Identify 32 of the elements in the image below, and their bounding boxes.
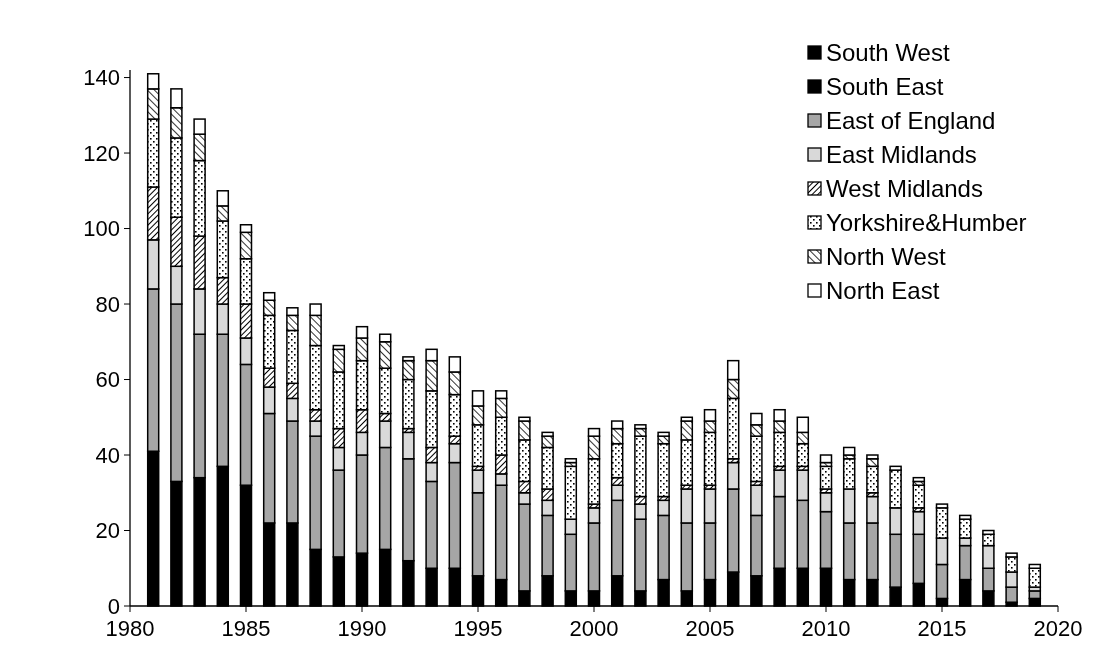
y-tick-label: 80 — [95, 291, 120, 317]
bar — [819, 465, 833, 490]
bar — [1028, 567, 1042, 588]
x-tick-label: 2020 — [1033, 616, 1083, 641]
bar — [842, 446, 856, 456]
legend-label: North West — [826, 243, 946, 271]
legend-label: South East — [826, 73, 944, 101]
x-tick-label: 1995 — [453, 616, 503, 641]
x-tick-label: 2000 — [569, 616, 619, 641]
x-tick-label: 1980 — [105, 616, 155, 641]
legend-label: North East — [826, 277, 940, 305]
x-tick-label: 2010 — [801, 616, 851, 641]
x-tick-label: 2005 — [685, 616, 735, 641]
y-tick-label: 120 — [83, 140, 120, 166]
y-tick-label: 60 — [95, 367, 120, 393]
legend-label: South West — [826, 39, 950, 67]
y-tick-label: 40 — [95, 442, 120, 468]
bar — [912, 484, 926, 509]
x-tick-label: 1985 — [221, 616, 271, 641]
bar — [564, 458, 578, 464]
y-tick-label: 100 — [83, 216, 120, 242]
y-tick-label: 140 — [83, 65, 120, 91]
legend-label: East Midlands — [826, 141, 977, 169]
bar — [819, 454, 833, 464]
y-tick-label: 20 — [95, 518, 120, 544]
x-tick-label: 2015 — [917, 616, 967, 641]
x-tick-label: 1990 — [337, 616, 387, 641]
legend-label: Yorkshire&Humber — [826, 209, 1027, 237]
legend-label: West Midlands — [826, 175, 983, 203]
y-tick-label: 0 — [107, 593, 120, 619]
legend-label: East of England — [826, 107, 996, 135]
bar — [912, 476, 926, 483]
